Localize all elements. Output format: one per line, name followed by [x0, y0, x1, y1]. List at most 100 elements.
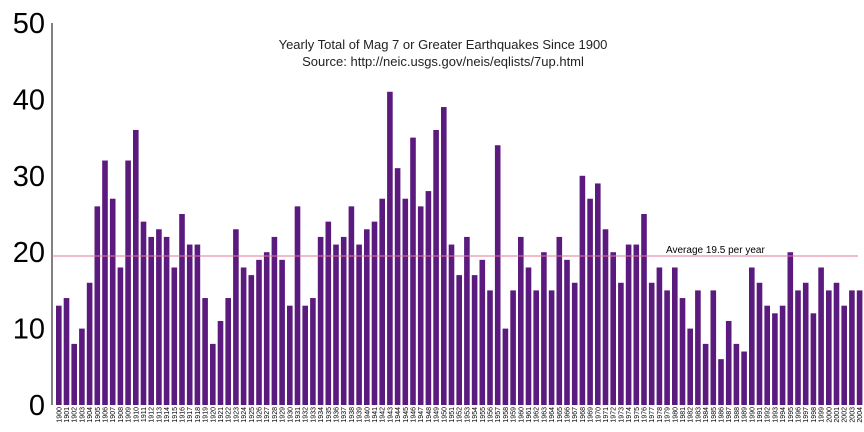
bar-1994	[779, 305, 786, 405]
bar-1901	[63, 298, 70, 405]
bar-1984	[702, 343, 709, 405]
bar-1908	[117, 267, 124, 405]
x-tick-label: 1901	[64, 407, 71, 423]
x-tick-label: 1927	[264, 407, 271, 423]
bar-1980	[672, 267, 678, 405]
x-tick-label: 1922	[226, 407, 233, 423]
x-tick-label: 1935	[326, 407, 333, 423]
average-line-label: Average 19.5 per year	[666, 245, 765, 256]
x-tick-label: 1984	[703, 407, 710, 423]
bar-1903	[79, 328, 85, 405]
chart-title-block: Yearly Total of Mag 7 or Greater Earthqu…	[279, 36, 608, 70]
bar-1926	[256, 259, 262, 405]
bar-1927	[263, 252, 270, 405]
x-tick-label: 1967	[572, 407, 579, 423]
bar-1998	[810, 313, 817, 405]
x-tick-label: 2003	[849, 407, 856, 423]
x-tick-label: 1903	[79, 407, 86, 423]
bar-1922	[225, 298, 231, 405]
bar-1999	[818, 267, 824, 405]
bar-1925	[248, 275, 255, 405]
bar-1948	[425, 191, 432, 405]
x-tick-label: 1955	[480, 407, 487, 423]
bar-1981	[679, 298, 686, 405]
x-tick-label: 1949	[434, 407, 441, 423]
bar-1944	[394, 168, 401, 405]
bar-2002	[841, 305, 847, 405]
bar-2001	[833, 282, 840, 405]
bar-1920	[210, 343, 216, 405]
bar-1913	[156, 229, 162, 405]
bar-1969	[587, 198, 593, 405]
bar-2004	[856, 290, 863, 405]
y-tick-label: 50	[13, 8, 45, 40]
bar-1933	[310, 298, 316, 405]
y-tick-label: 10	[13, 314, 45, 346]
bar-1939	[356, 244, 362, 405]
x-tick-label: 1937	[341, 407, 348, 423]
x-tick-label: 1940	[364, 407, 371, 423]
bar-1935	[325, 221, 332, 405]
x-tick-label: 1933	[310, 407, 317, 423]
bar-1951	[448, 244, 455, 405]
x-tick-label: 1938	[349, 407, 356, 423]
x-tick-label: 1942	[380, 407, 387, 423]
x-tick-label: 1958	[503, 407, 510, 423]
bar-1986	[718, 359, 724, 405]
bar-1967	[571, 282, 578, 405]
x-tick-label: 1924	[241, 407, 248, 423]
x-tick-label: 1905	[95, 407, 102, 423]
bar-1982	[687, 328, 693, 405]
x-tick-label: 1948	[426, 407, 433, 423]
x-tick-label: 1944	[395, 407, 402, 423]
x-tick-label: 1954	[472, 407, 479, 423]
x-tick-label: 1950	[441, 407, 448, 423]
x-tick-label: 1904	[87, 407, 94, 423]
bar-1970	[595, 183, 601, 405]
x-tick-label: 1912	[149, 407, 156, 423]
x-tick-label: 1921	[218, 407, 225, 423]
bar-1988	[733, 343, 740, 405]
x-tick-label: 1963	[541, 407, 548, 423]
x-tick-label: 1980	[672, 407, 679, 423]
bar-1987	[725, 320, 732, 405]
bar-1995	[787, 252, 794, 405]
x-tick-label: 1994	[780, 407, 787, 423]
x-tick-label: 1962	[534, 407, 541, 423]
bar-1938	[348, 206, 355, 405]
chart-title: Yearly Total of Mag 7 or Greater Earthqu…	[278, 37, 608, 52]
x-tick-label: 1908	[118, 407, 125, 423]
x-tick-label: 1920	[210, 407, 217, 423]
x-tick-label: 1987	[726, 407, 733, 423]
bar-1979	[664, 290, 670, 405]
chart-subtitle: Source: http://neic.usgs.gov/neis/eqlist…	[302, 54, 584, 69]
x-tick-label: 1930	[287, 407, 294, 423]
bar-1965	[556, 236, 563, 405]
x-tick-label: 1974	[626, 407, 633, 423]
bar-1958	[502, 328, 509, 405]
x-tick-label: 1978	[657, 407, 664, 423]
x-tick-label: 1928	[272, 407, 279, 423]
x-tick-label: 1971	[603, 407, 610, 423]
x-tick-label: 1900	[56, 407, 63, 423]
bar-1930	[287, 305, 293, 405]
bar-1978	[656, 267, 663, 405]
bar-1912	[148, 236, 154, 405]
bar-1956	[487, 290, 493, 405]
x-tick-label: 1953	[464, 407, 471, 423]
bar-1915	[171, 267, 178, 405]
bar-1991	[756, 282, 763, 405]
bar-1914	[163, 236, 170, 405]
bar-1955	[479, 259, 486, 405]
bar-1985	[710, 290, 717, 405]
bar-1966	[564, 259, 570, 405]
bar-1928	[271, 236, 278, 405]
x-tick-label: 1913	[156, 407, 163, 423]
x-tick-label: 1959	[511, 407, 518, 423]
x-tick-label: 1979	[665, 407, 672, 423]
x-tick-label: 1929	[280, 407, 287, 423]
bar-1917	[186, 244, 193, 405]
bar-1923	[233, 229, 239, 405]
bars-group	[56, 91, 863, 406]
